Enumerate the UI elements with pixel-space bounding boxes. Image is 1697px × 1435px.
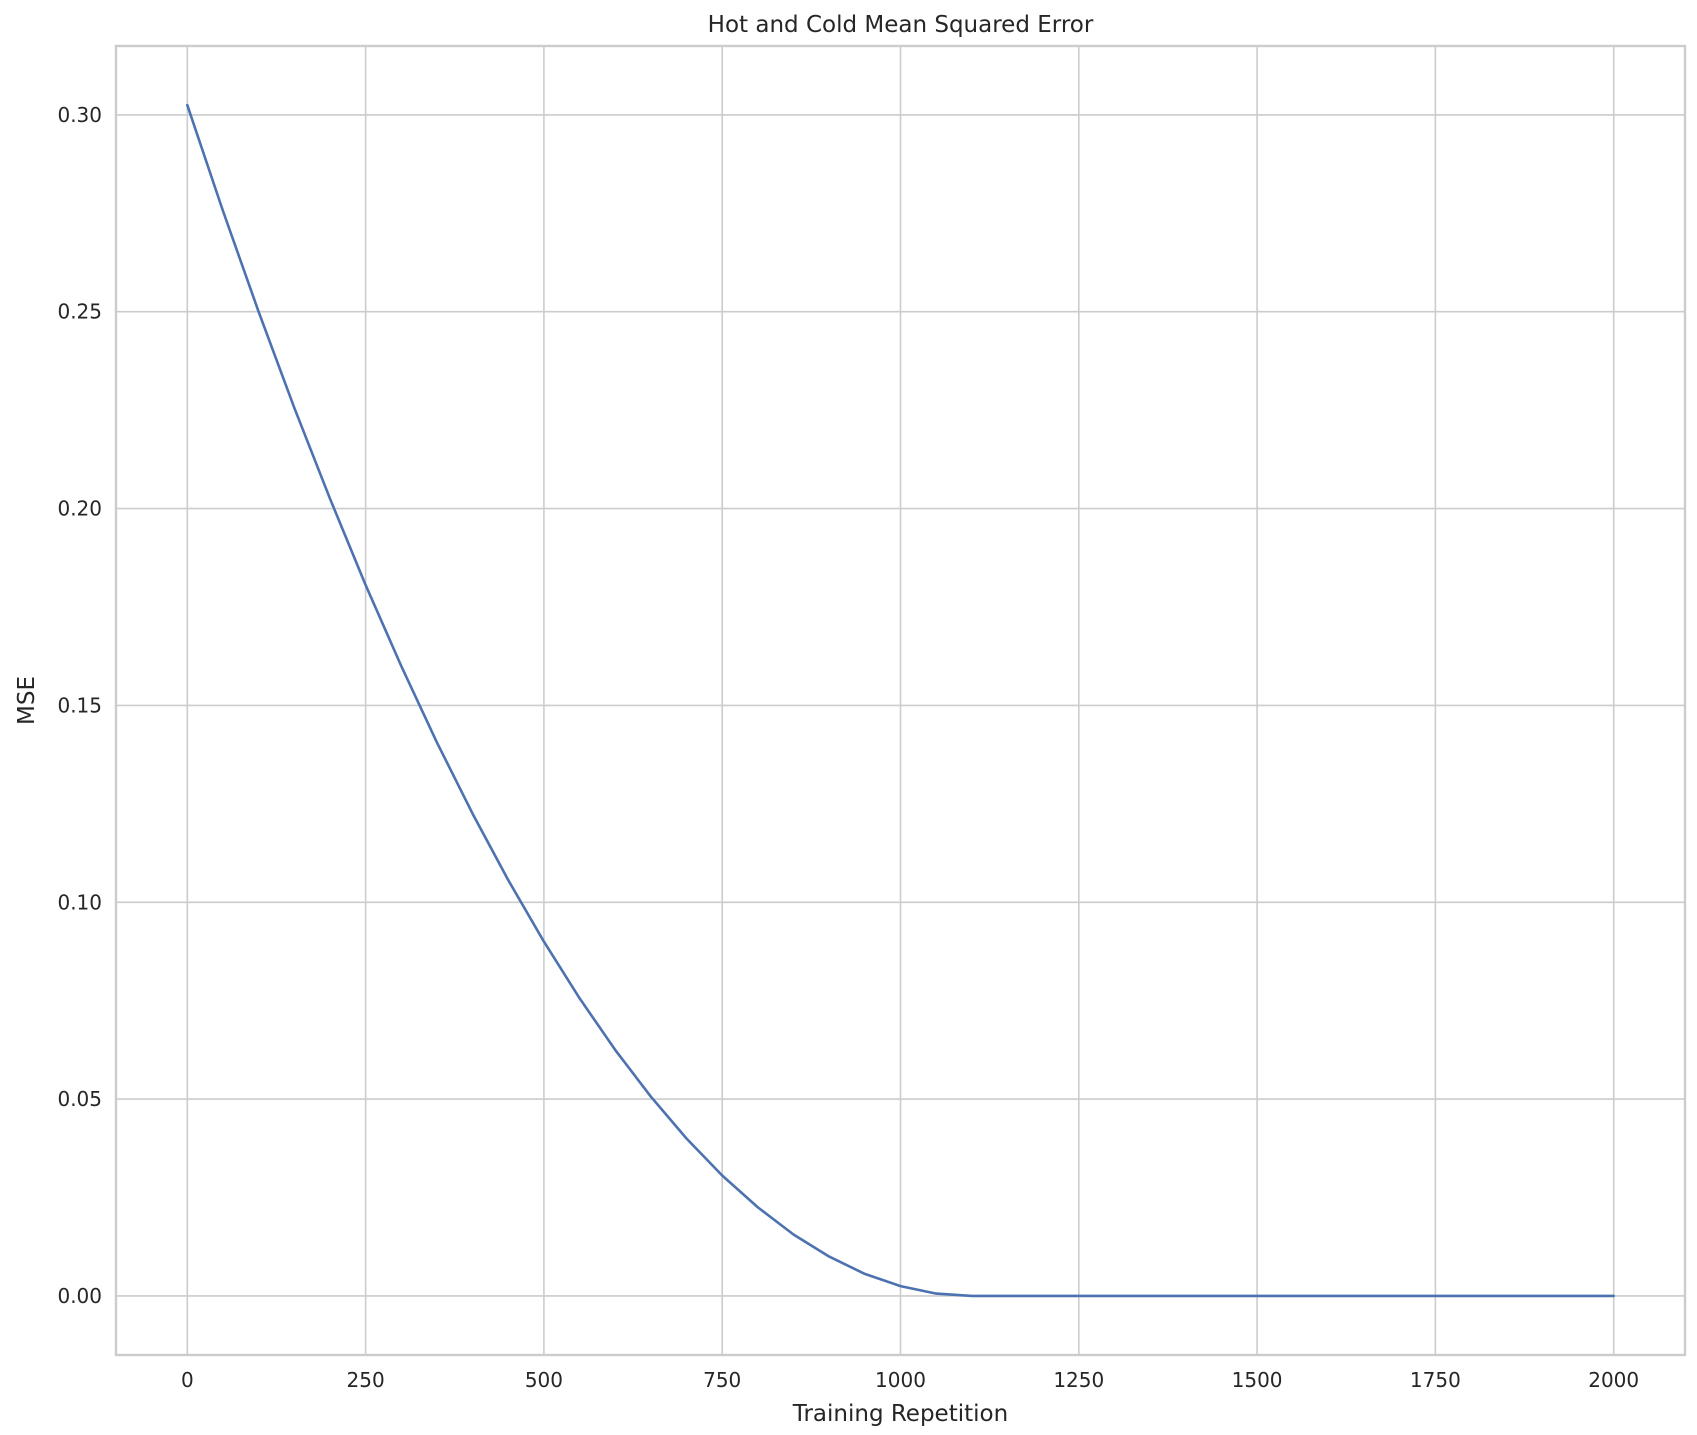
x-tick-label: 250 [347,1368,385,1392]
y-tick-label: 0.25 [57,300,102,324]
y-tick-label: 0.20 [57,497,102,521]
x-tick-label: 1250 [1053,1368,1104,1392]
x-tick-label: 1750 [1410,1368,1461,1392]
y-tick-label: 0.30 [57,103,102,127]
chart-title: Hot and Cold Mean Squared Error [708,12,1094,38]
y-tick-label: 0.00 [57,1284,102,1308]
y-axis-label: MSE [14,676,40,725]
grid [116,46,1685,1355]
x-tick-label: 0 [181,1368,194,1392]
x-tick-label: 1500 [1232,1368,1283,1392]
x-tick-label: 500 [525,1368,563,1392]
x-axis-label: Training Repetition [792,1401,1008,1427]
y-tick-label: 0.10 [57,890,102,914]
x-tick-label: 2000 [1588,1368,1639,1392]
mse-series-line [186,103,1615,1298]
y-tick-labels: 0.00 0.05 0.10 0.15 0.20 0.25 0.30 [57,103,102,1308]
series-group [186,103,1615,1298]
x-tick-label: 1000 [875,1368,926,1392]
x-tick-label: 750 [703,1368,741,1392]
y-tick-label: 0.05 [57,1087,102,1111]
plot-frame [114,44,1687,1357]
y-tick-label: 0.15 [57,693,102,717]
x-tick-labels: 0 250 500 750 1000 1250 1500 1750 2000 [181,1368,1639,1392]
